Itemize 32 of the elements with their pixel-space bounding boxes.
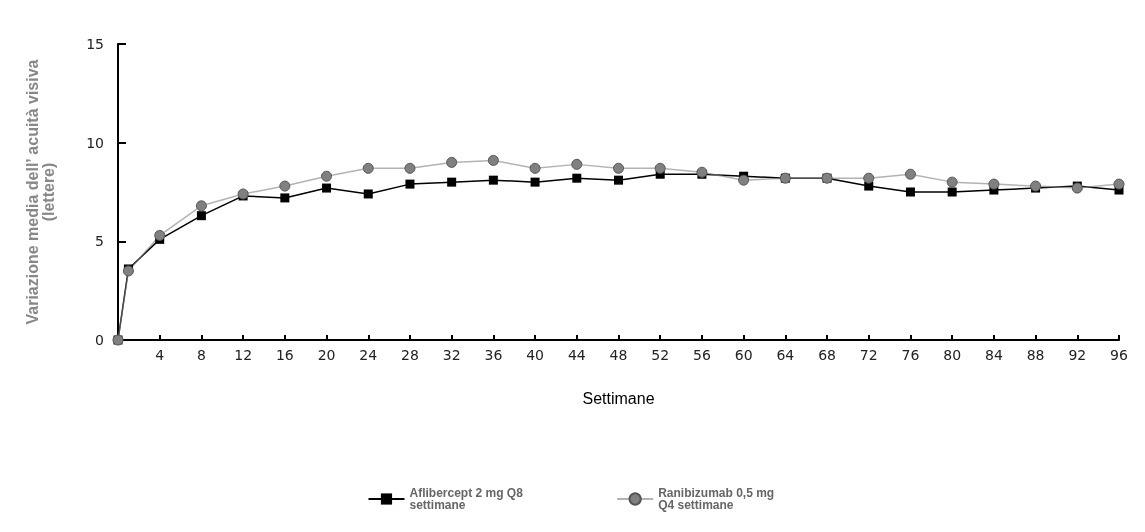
x-tick-label: 40 bbox=[526, 347, 544, 363]
x-tick-label: 28 bbox=[401, 347, 419, 363]
x-tick-label: 60 bbox=[734, 347, 753, 363]
x-tick-label: 80 bbox=[943, 347, 962, 363]
x-tick-label: 20 bbox=[317, 347, 336, 363]
x-tick-label: 56 bbox=[693, 347, 711, 363]
x-tick-label: 32 bbox=[442, 347, 461, 363]
x-tick-label: 64 bbox=[776, 347, 795, 363]
legend-label: Aflibercept 2 mg Q8 settimane bbox=[409, 486, 527, 512]
y-tick-label: 0 bbox=[95, 332, 104, 348]
y-tick-label: 15 bbox=[86, 36, 104, 52]
legend-label: Ranibizumab 0,5 mg Q4 settimane bbox=[658, 486, 778, 512]
x-tick-label: 48 bbox=[609, 347, 628, 363]
x-tick-label: 44 bbox=[567, 347, 586, 363]
x-tick-label: 52 bbox=[651, 347, 670, 363]
x-tick-label: 76 bbox=[901, 347, 920, 363]
x-tick-label: 72 bbox=[859, 347, 878, 363]
x-tick-label: 92 bbox=[1068, 347, 1087, 363]
x-tick-label: 36 bbox=[484, 347, 503, 363]
y-axis-title: Variazione media dell’ acuità visiva (lettere) bbox=[23, 59, 57, 325]
x-tick-label: 88 bbox=[1026, 347, 1045, 363]
x-tick-label: 8 bbox=[196, 347, 206, 363]
x-tick-label: 24 bbox=[359, 347, 378, 363]
y-tick-label: 5 bbox=[95, 233, 104, 250]
x-tick-label: 12 bbox=[234, 347, 253, 363]
x-tick-label: 84 bbox=[984, 347, 1003, 363]
y-tick-label: 10 bbox=[86, 134, 104, 151]
x-tick-label: 4 bbox=[155, 347, 165, 363]
x-tick-label: 96 bbox=[1110, 347, 1128, 363]
x-axis-title: Settimane bbox=[582, 389, 655, 407]
x-tick-label: 16 bbox=[275, 347, 294, 363]
x-tick-label: 68 bbox=[818, 347, 836, 363]
